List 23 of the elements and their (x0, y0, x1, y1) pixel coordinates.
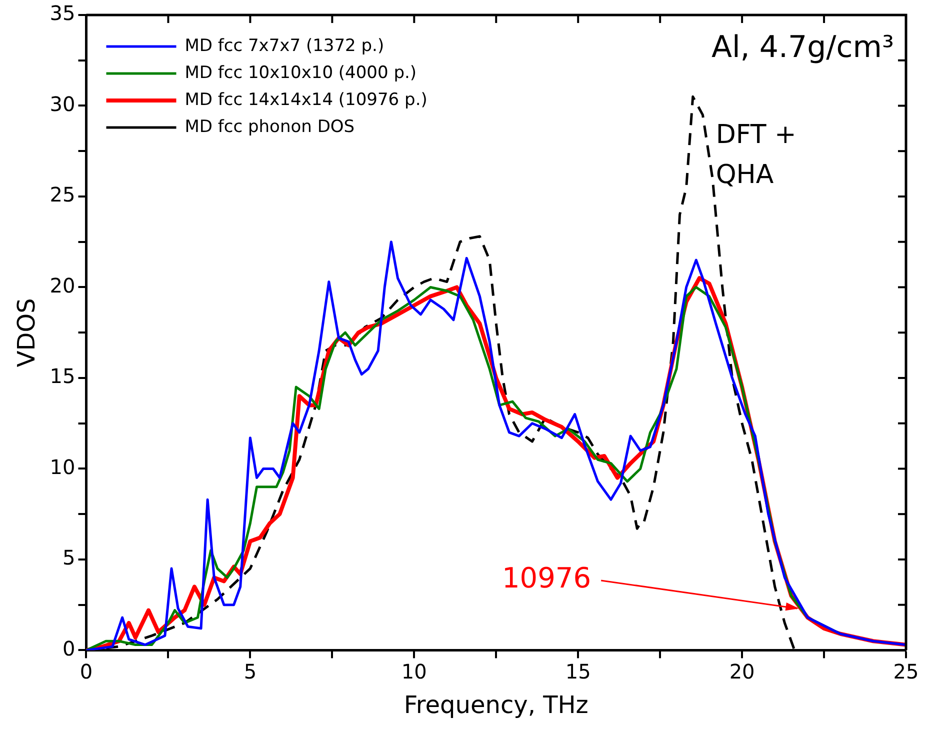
x-tick-label: 0 (80, 659, 93, 684)
y-tick-label: 30 (50, 92, 76, 116)
x-tick-label: 5 (244, 659, 257, 684)
y-tick-label: 25 (50, 182, 76, 207)
annotation: 10976 (502, 562, 592, 595)
y-axis-title: VDOS (12, 298, 41, 368)
legend-label: MD fcc phonon DOS (184, 116, 355, 137)
y-tick-label: 35 (50, 1, 76, 26)
y-tick-label: 5 (62, 546, 76, 570)
x-axis-title: Frequency, THz (404, 690, 588, 719)
annotation: Al, 4.7g/cm³ (711, 30, 894, 65)
legend-label: MD fcc 7x7x7 (1372 p.) (184, 36, 384, 56)
x-tick-label: 15 (565, 659, 591, 684)
x-tick-label: 20 (729, 659, 755, 684)
annotation: DFT + QHA (716, 120, 796, 190)
y-tick-label: 10 (50, 454, 76, 479)
y-tick-label: 20 (50, 273, 76, 298)
y-tick-label: 0 (62, 636, 76, 660)
legend-label: MD fcc 10x10x10 (4000 p.) (184, 62, 417, 83)
y-tick-label: 15 (50, 364, 76, 388)
legend-label: MD fcc 14x14x14 (10976 p.) (184, 90, 428, 110)
x-tick-label: 10 (401, 659, 427, 684)
x-tick-label: 25 (893, 659, 919, 684)
